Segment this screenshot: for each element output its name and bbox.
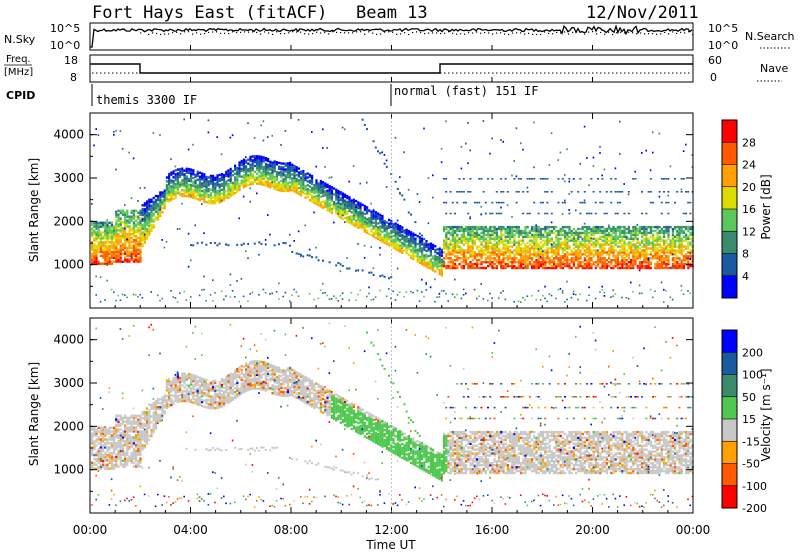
velocity-ylabel: Slant Range [km] bbox=[27, 362, 41, 466]
range-tick-label: 4000 bbox=[53, 333, 84, 347]
range-tick-label: 1000 bbox=[53, 463, 84, 477]
range-tick-label: 1000 bbox=[53, 258, 84, 272]
freq-left-tick-top: 18 bbox=[64, 54, 78, 67]
colorbar-tick-label: 24 bbox=[742, 159, 756, 172]
time-tick-label: 12:00 bbox=[374, 523, 409, 537]
colorbar-tick-label: 200 bbox=[742, 346, 763, 359]
colorbar-tick-label: -50 bbox=[742, 458, 760, 471]
cpid-segment-2: normal (fast) 151 IF bbox=[394, 84, 539, 98]
time-axis-label: Time UT bbox=[365, 538, 416, 552]
colorbar-tick-label: -100 bbox=[742, 480, 767, 493]
power-panel: 1000 2000 3000 4000 Slant Range [km] 28 24 20… bbox=[27, 112, 773, 309]
time-tick-label: 16:00 bbox=[475, 523, 510, 537]
range-tick-label: 2000 bbox=[53, 419, 84, 433]
nsky-label: N.Sky bbox=[4, 33, 36, 46]
colorbar-tick-label: 28 bbox=[742, 136, 756, 149]
time-tick-label: 20:00 bbox=[575, 523, 610, 537]
range-tick-label: 2000 bbox=[53, 214, 84, 228]
freq-panel: Freq. [MHz] 18 8 60 0 Nave bbox=[4, 54, 788, 84]
freq-label-1: Freq. bbox=[6, 54, 31, 65]
station-title: Fort Hays East (fitACF) bbox=[92, 3, 327, 23]
time-tick-label: 08:00 bbox=[274, 523, 309, 537]
noise-trace bbox=[90, 24, 694, 48]
power-y-axis: 1000 2000 3000 4000 bbox=[53, 128, 693, 287]
noise-right-tick-top: 10^5 bbox=[708, 22, 738, 35]
velocity-scatter bbox=[91, 322, 694, 508]
nave-label: Nave bbox=[760, 62, 788, 75]
colorbar-tick-label: 16 bbox=[742, 203, 756, 216]
time-tick-label: 00:00 bbox=[73, 523, 108, 537]
freq-left-tick-bottom: 8 bbox=[70, 71, 77, 84]
time-tick-label: 00:00 bbox=[676, 523, 711, 537]
time-axis: 00:00 04:00 08:00 12:00 16:00 20:00 00:00 bbox=[73, 45, 711, 537]
cpid-segment-1: themis 3300 IF bbox=[96, 93, 197, 107]
colorbar-tick-label: 15 bbox=[742, 413, 756, 426]
noise-right-tick-bottom: 10^0 bbox=[708, 39, 738, 52]
velocity-panel: 1000 2000 3000 4000 Slant Range [km] 200 100… bbox=[27, 317, 773, 515]
date-title: 12/Nov/2011 bbox=[586, 3, 699, 23]
range-tick-label: 3000 bbox=[53, 376, 84, 390]
nave-right-tick-bottom: 0 bbox=[710, 71, 717, 84]
cpid-label: CPID bbox=[6, 89, 35, 102]
noise-left-tick-top: 10^5 bbox=[50, 22, 80, 35]
power-ylabel: Slant Range [km] bbox=[27, 158, 41, 262]
nave-right-tick-top: 60 bbox=[708, 54, 722, 67]
colorbar-tick-label: 4 bbox=[742, 270, 749, 283]
power-colorbar: 28 24 20 16 12 8 4 bbox=[721, 119, 756, 299]
beam-title: Beam 13 bbox=[356, 3, 428, 23]
freq-trace bbox=[90, 63, 693, 74]
power-colorbar-label: Power [dB] bbox=[759, 174, 773, 239]
power-scatter bbox=[91, 118, 694, 303]
noise-panel: N.Sky N.Search 10^5 10^0 10^5 10^0 bbox=[4, 22, 795, 52]
time-tick-label: 04:00 bbox=[173, 523, 208, 537]
colorbar-tick-label: -200 bbox=[742, 502, 767, 515]
cpid-row: CPID themis 3300 IF normal (fast) 151 IF bbox=[6, 84, 539, 107]
colorbar-tick-label: 12 bbox=[742, 225, 756, 238]
colorbar-tick-label: 20 bbox=[742, 181, 756, 194]
velocity-colorbar: 200 100 50 15 -15 -50 -100 -200 bbox=[721, 329, 767, 515]
colorbar-tick-label: 50 bbox=[742, 391, 756, 404]
colorbar-tick-label: 8 bbox=[742, 248, 749, 261]
nsearch-label: N.Search bbox=[745, 30, 795, 43]
velocity-colorbar-label: Velocity [m s⁻¹] bbox=[759, 368, 773, 461]
freq-label-2: [MHz] bbox=[4, 67, 33, 78]
velocity-y-axis: 1000 2000 3000 4000 bbox=[53, 333, 693, 492]
colorbar-tick-label: 100 bbox=[742, 369, 763, 382]
range-tick-label: 4000 bbox=[53, 128, 84, 142]
range-tick-label: 3000 bbox=[53, 171, 84, 185]
noise-left-tick-bottom: 10^0 bbox=[50, 39, 80, 52]
colorbar-tick-label: -15 bbox=[742, 435, 760, 448]
